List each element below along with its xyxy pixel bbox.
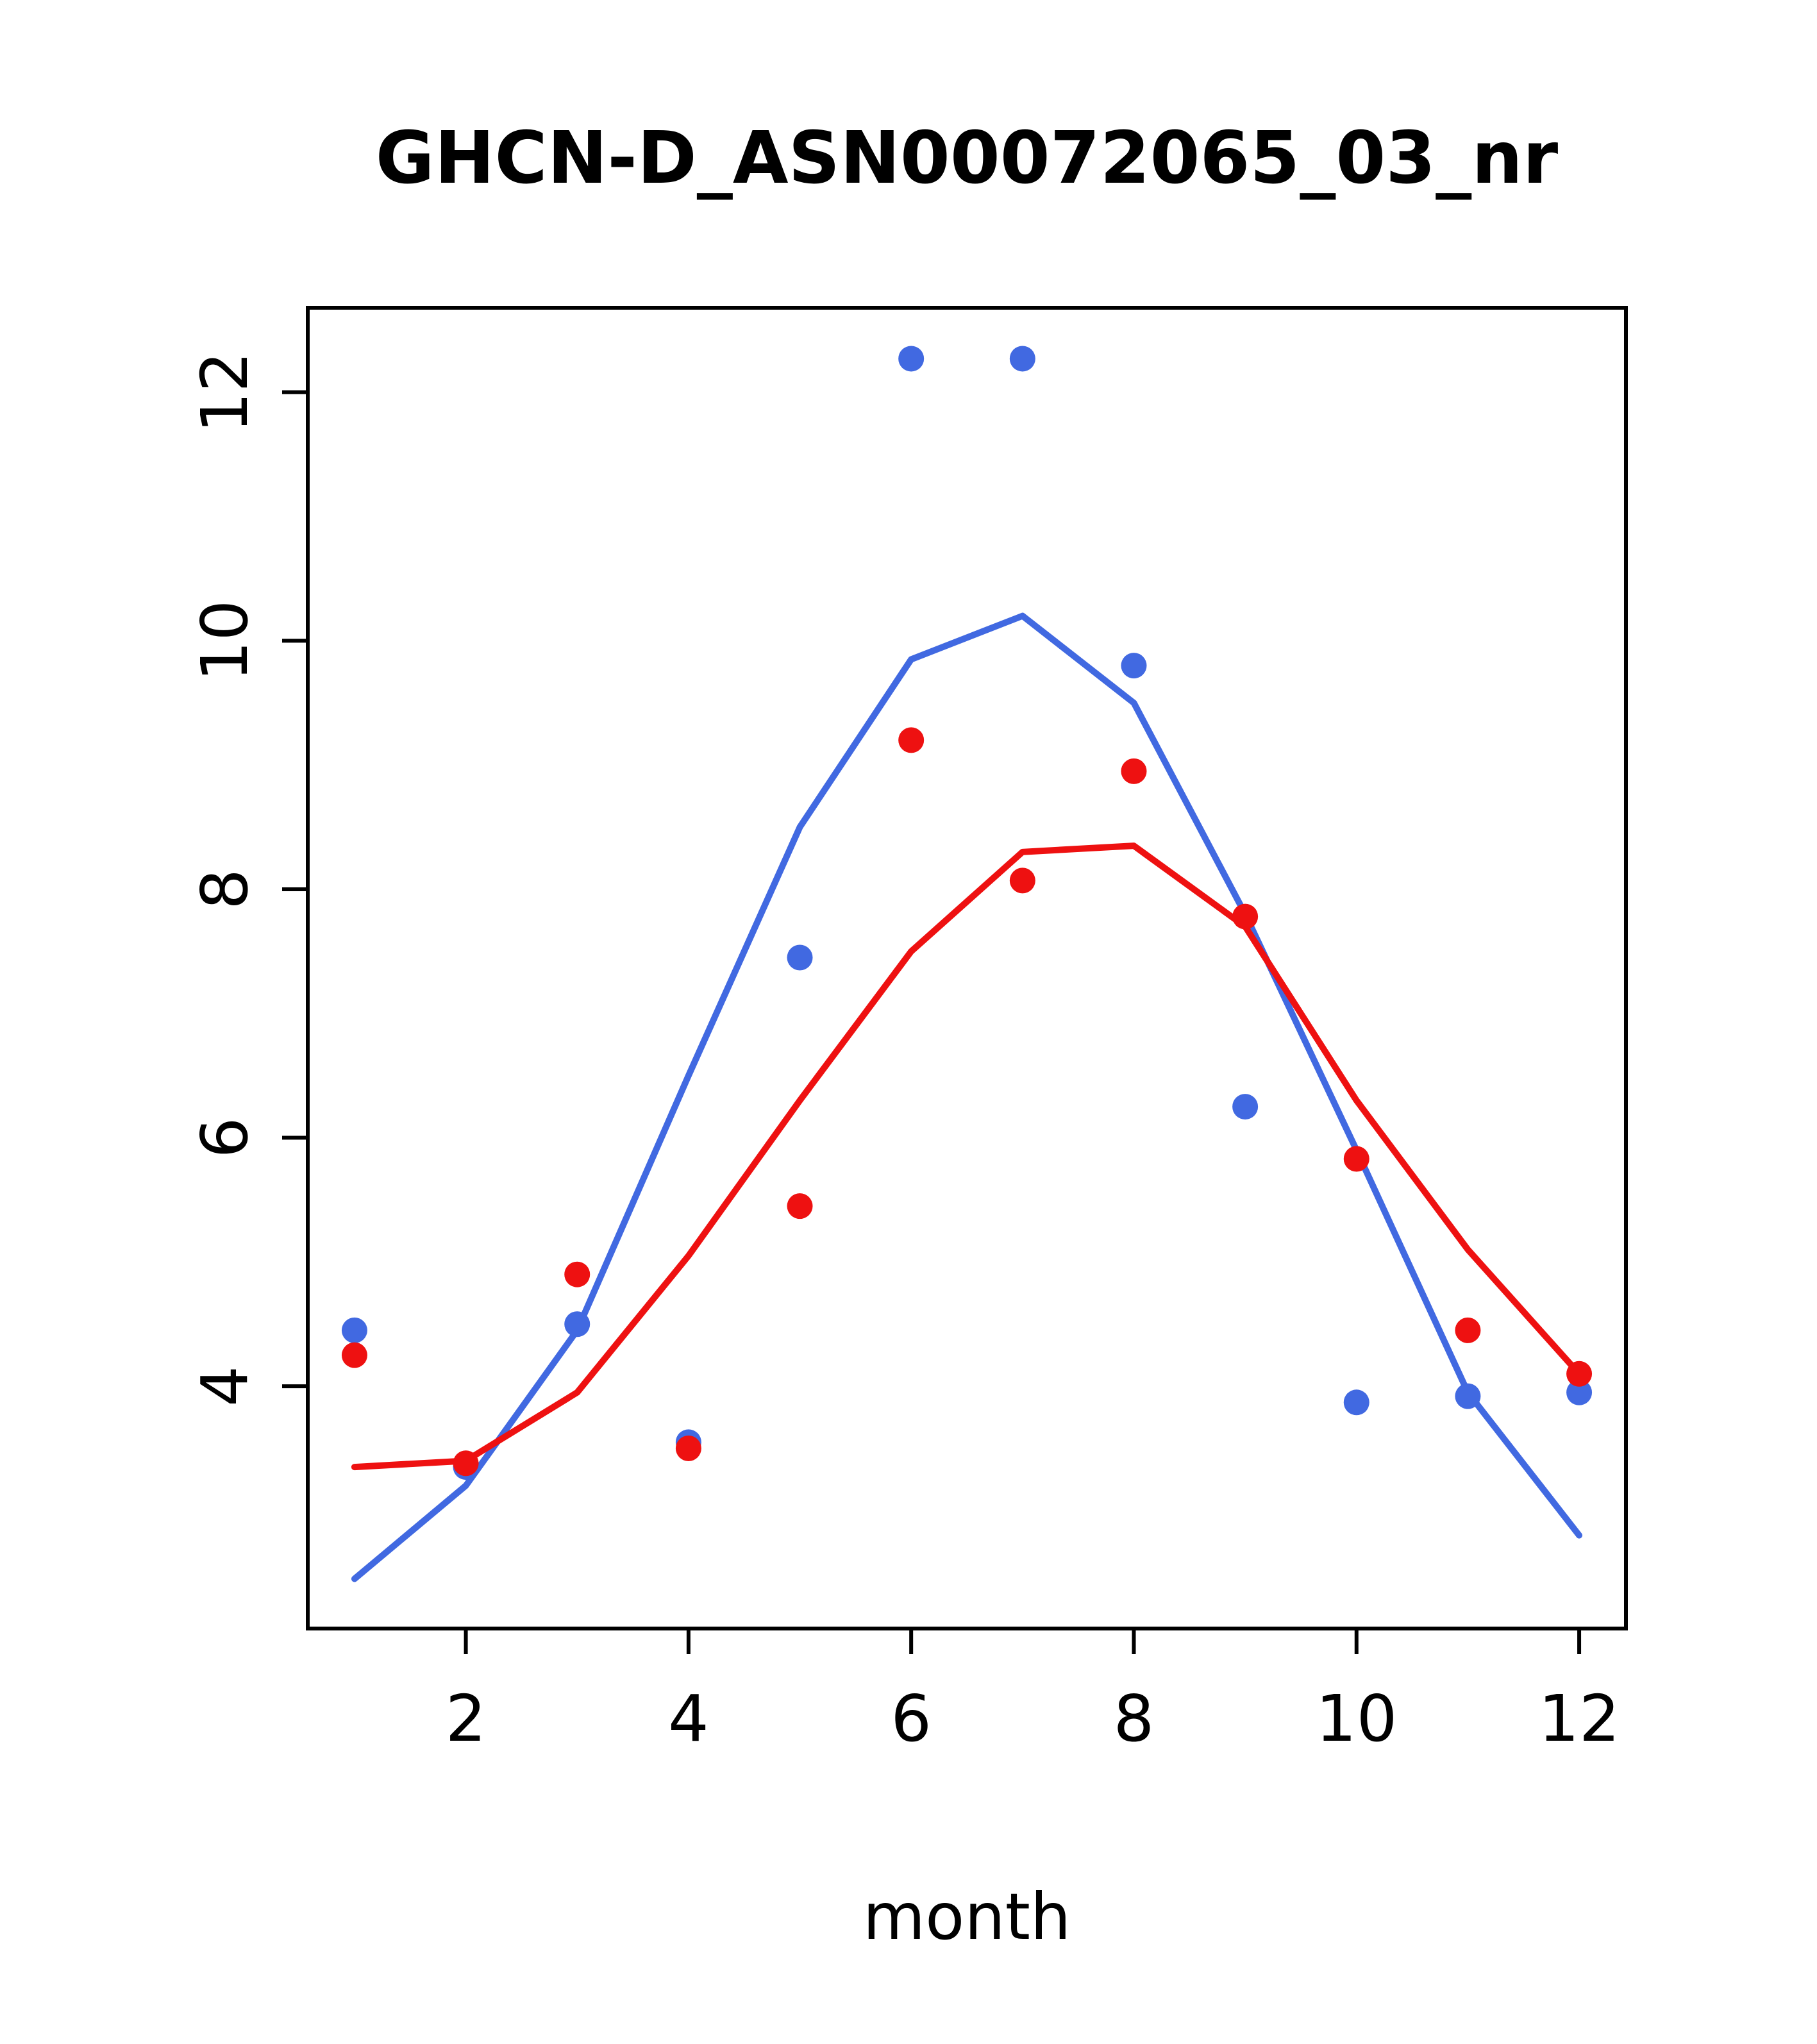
blue-points-dot [564,1311,590,1337]
red-line [351,842,1583,1471]
red-points-dot [1121,758,1147,784]
chart-title: GHCN-D_ASN00072065_03_nr [376,117,1558,200]
blue-points-dot [898,346,925,372]
blue-points-dot [1343,1389,1369,1416]
blue-points-dot [1566,1379,1593,1405]
axis-ticks: 2 4 6 8 10 12 4 6 8 10 12 [187,351,1620,1756]
y-tick-label: 4 [187,1366,262,1407]
x-tick-label: 6 [891,1681,932,1756]
red-points-dot [1455,1317,1481,1343]
red-points-dot [453,1450,479,1477]
blue-points-dot [1232,1094,1259,1120]
y-tick-label: 6 [187,1118,262,1159]
y-tick-label: 8 [187,869,262,910]
blue-points-dot [787,944,813,971]
red-points-dot [1566,1361,1593,1387]
blue-points-dot [1121,653,1147,679]
y-tick-label: 12 [187,351,262,433]
red-points-dot [564,1261,590,1287]
red-points-dot [787,1193,813,1219]
x-axis-label: month [863,1879,1071,1954]
x-tick-label: 4 [668,1681,709,1756]
red-points-dot [1009,867,1035,894]
red-points-dot [675,1436,701,1462]
y-tick-label: 10 [187,600,262,682]
blue-line [351,612,1583,1582]
blue-points-dot [341,1317,367,1343]
x-tick-label: 2 [446,1681,487,1756]
x-tick-label: 10 [1316,1681,1397,1756]
data-series [341,346,1593,1582]
red-points-dot [898,727,925,753]
blue-points-dot [1455,1383,1481,1409]
red-points-dot [341,1342,367,1368]
red-points-dot [1232,903,1259,930]
blue-points-dot [1009,346,1035,372]
red-points-dot [1343,1146,1369,1172]
x-tick-label: 8 [1114,1681,1155,1756]
plot-border [306,306,1628,1630]
x-tick-label: 12 [1538,1681,1620,1756]
